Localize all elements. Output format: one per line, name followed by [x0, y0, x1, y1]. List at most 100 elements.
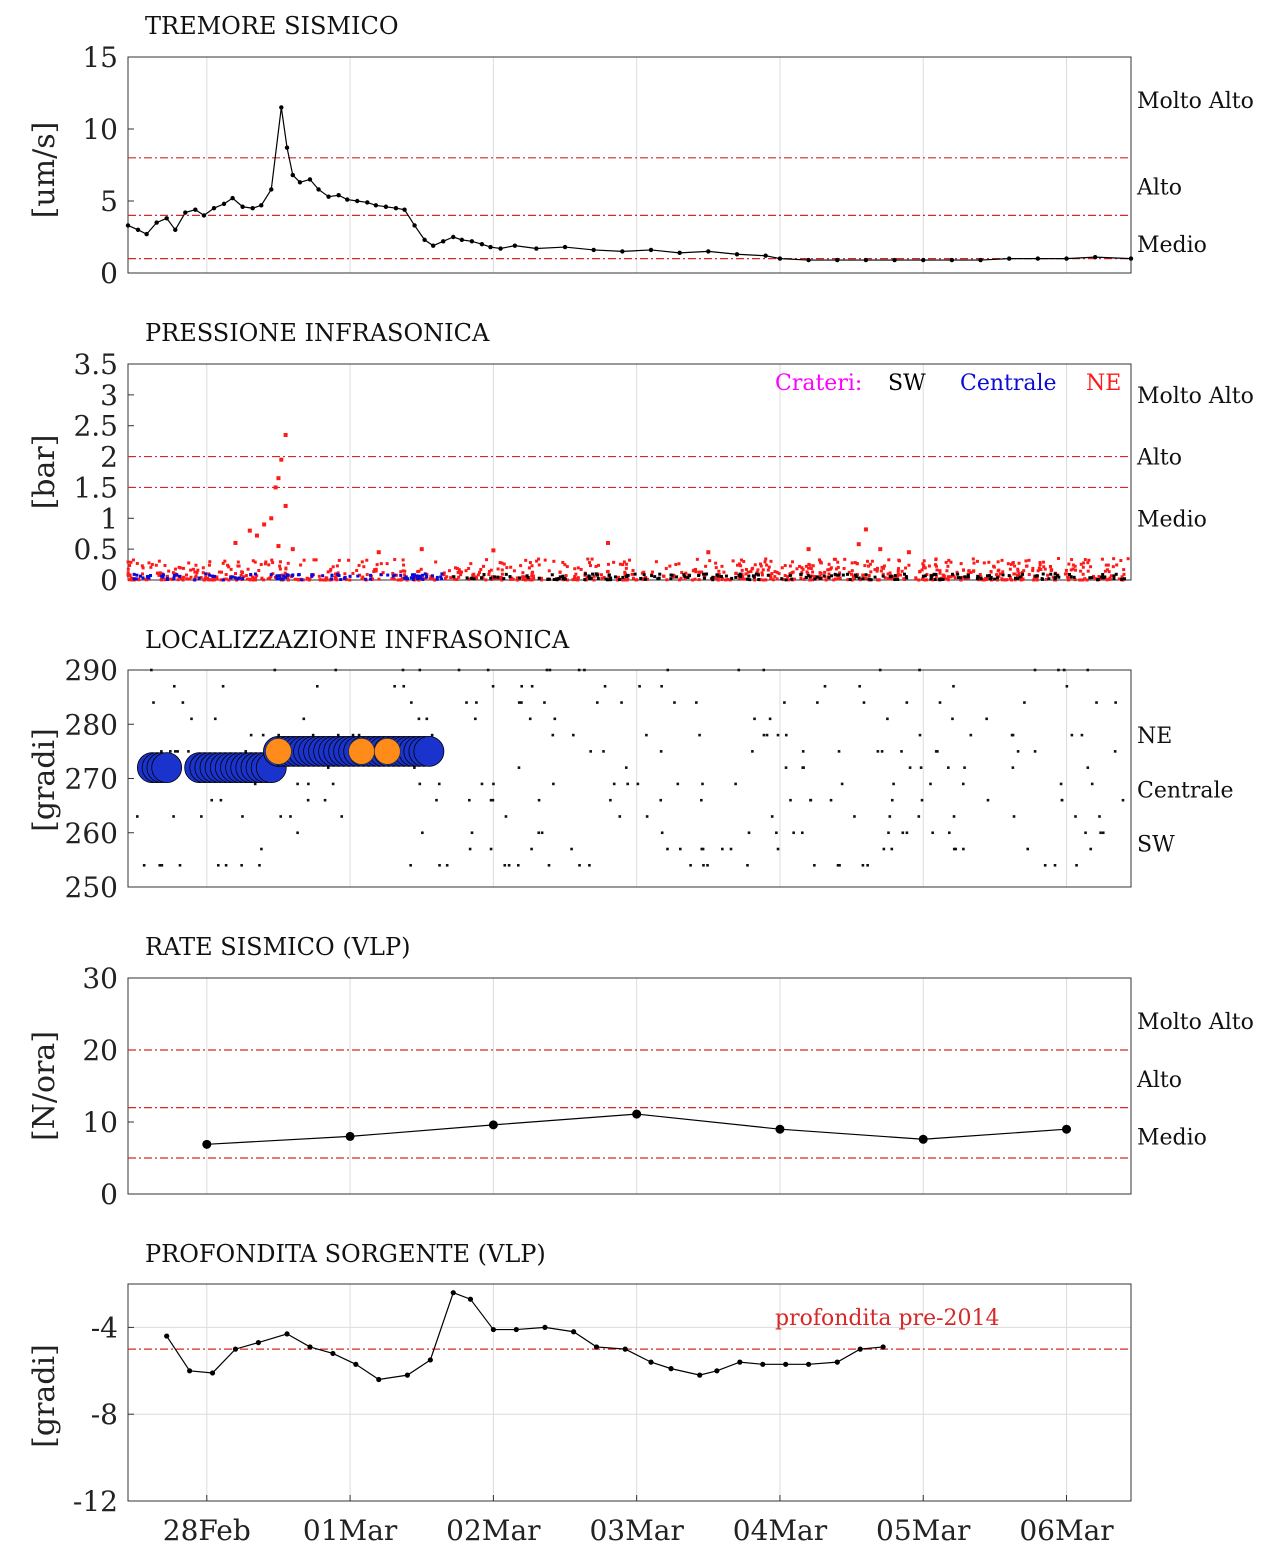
- point-ne: [787, 578, 791, 582]
- level-label-ne: NE: [1137, 724, 1172, 749]
- point-loc: [737, 668, 741, 672]
- point-ne: [984, 576, 988, 580]
- point-loc: [1114, 701, 1117, 704]
- point-sw-centrale: [830, 574, 834, 578]
- point-ne: [697, 578, 701, 582]
- point-sw-centrale: [1057, 575, 1061, 579]
- point-sw-centrale: [788, 573, 792, 577]
- point-ne: [867, 574, 871, 578]
- point-ne: [458, 570, 462, 574]
- point-loc: [836, 864, 840, 867]
- point-ne: [1092, 575, 1096, 579]
- point-loc-orange: [265, 737, 292, 765]
- point-loc: [765, 733, 769, 737]
- point-sw-centrale: [300, 578, 304, 582]
- point-ne: [393, 558, 397, 562]
- point-sw-centrale: [1068, 572, 1072, 576]
- point-ne: [205, 576, 209, 580]
- ytick-label-10: 10: [82, 113, 118, 146]
- point-ne: [358, 573, 362, 577]
- point-sw-centrale: [285, 573, 289, 577]
- point-loc: [1033, 750, 1037, 753]
- point-sw-centrale: [976, 574, 980, 578]
- point-ne: [875, 566, 879, 570]
- point-ne: [318, 578, 322, 582]
- point-loc: [954, 847, 958, 851]
- panel-pressione: PRESSIONE INFRASONICA [bar] 00.511.522.5…: [27, 319, 1254, 597]
- point-profondita: [760, 1361, 766, 1367]
- point-loc: [701, 847, 705, 851]
- point-ne: [502, 562, 506, 566]
- point-ne: [694, 570, 698, 574]
- point-tremore: [125, 223, 131, 228]
- point-ne: [1093, 577, 1097, 581]
- point-loc: [1098, 815, 1101, 818]
- point-sw-centrale: [393, 573, 397, 577]
- point-ne: [1038, 561, 1042, 565]
- point-ne: [806, 572, 810, 576]
- point-ne: [756, 568, 760, 572]
- point-sw-centrale: [418, 576, 422, 580]
- point-tremore: [373, 203, 379, 208]
- point-ne: [989, 570, 993, 574]
- point-ne: [442, 571, 446, 575]
- point-sw-centrale: [1007, 574, 1011, 578]
- point-ne: [467, 566, 471, 570]
- point-ne: [850, 572, 854, 576]
- point-ne: [766, 568, 770, 572]
- point-ne: [731, 559, 735, 563]
- point-sw-centrale: [669, 577, 673, 581]
- point-ne: [897, 558, 901, 562]
- point-loc: [602, 750, 605, 753]
- point-ne: [902, 577, 906, 581]
- point-ne: [693, 577, 697, 581]
- point-loc: [768, 717, 772, 721]
- point-ne: [260, 576, 264, 580]
- point-ne: [189, 568, 193, 572]
- point-sw-centrale: [379, 573, 383, 577]
- point-ne: [194, 563, 198, 567]
- point-profondita: [404, 1372, 411, 1378]
- legend-title: Crateri:: [775, 371, 862, 396]
- point-ne: [722, 570, 726, 574]
- point-sw-centrale: [889, 574, 893, 578]
- point-loc: [279, 815, 283, 818]
- point-tremore: [978, 257, 983, 263]
- point-ne: [1073, 568, 1077, 572]
- point-sw-centrale: [1014, 576, 1018, 580]
- point-ne: [753, 563, 757, 567]
- point-sw-centrale: [415, 574, 419, 578]
- point-sw-centrale: [204, 572, 208, 576]
- point-ne: [337, 558, 341, 562]
- point-ne: [302, 558, 306, 562]
- point-ne: [714, 561, 718, 565]
- point-sw-centrale: [363, 577, 367, 581]
- point-loc: [425, 717, 429, 721]
- point-tremore: [534, 246, 539, 251]
- point-sw-centrale: [893, 574, 897, 578]
- point-ne: [565, 565, 569, 569]
- ytick-label--12: -12: [73, 1485, 118, 1518]
- point-sw-centrale: [525, 574, 529, 578]
- point-ne: [661, 574, 665, 578]
- point-tremore: [183, 210, 188, 215]
- point-sw-centrale: [675, 575, 679, 579]
- point-ne: [1083, 577, 1087, 581]
- point-ne: [882, 564, 886, 568]
- point-ne: [579, 567, 583, 571]
- point-tremore: [479, 242, 485, 247]
- ytick-label-290: 290: [65, 654, 118, 687]
- point-loc: [775, 831, 778, 835]
- point-profondita: [697, 1372, 703, 1378]
- point-profondita: [307, 1344, 313, 1350]
- point-sw-centrale: [1120, 577, 1124, 581]
- point-sw-centrale: [281, 577, 285, 581]
- ytick-label-280: 280: [65, 708, 118, 741]
- point-ne: [983, 578, 987, 582]
- point-ne: [959, 562, 963, 566]
- point-loc: [660, 684, 663, 688]
- point-loc: [801, 831, 804, 835]
- point-loc: [475, 701, 478, 704]
- point-loc: [413, 766, 416, 769]
